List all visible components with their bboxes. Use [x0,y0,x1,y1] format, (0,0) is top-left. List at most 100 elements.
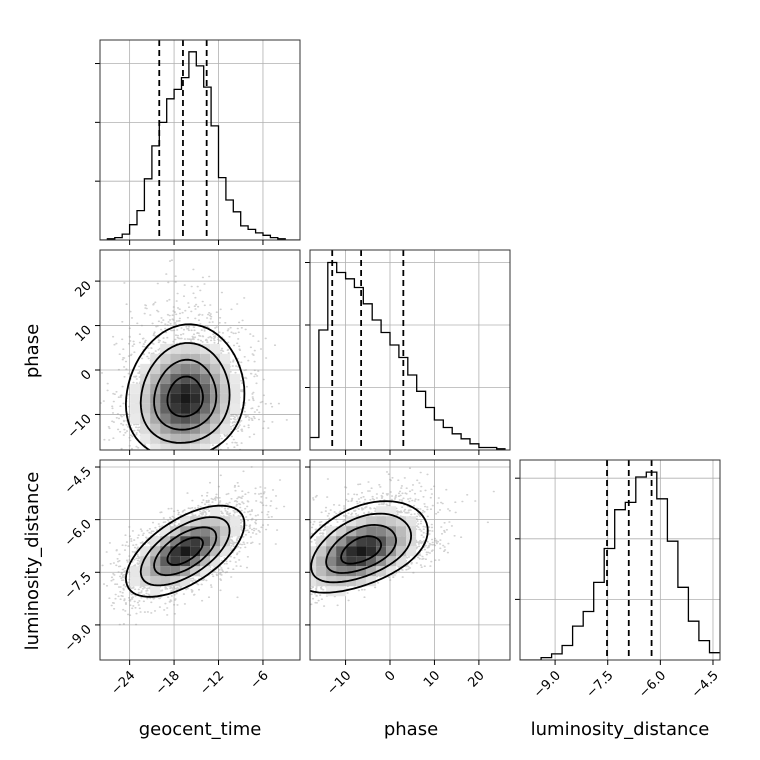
joint-panel-geocent_time-luminosity_distance [99,459,301,661]
density-cell [210,403,221,414]
density-cell [366,556,377,567]
density-cell [180,576,191,587]
hist-panel-geocent_time [95,39,301,241]
density-cell [396,546,407,557]
density-cell [326,546,337,557]
density-cell [230,526,241,537]
density-cell [160,576,171,587]
density-cell [356,576,367,587]
joint-inner [100,460,300,660]
density-cell [180,393,191,404]
x-tick-label: −18 [153,668,183,698]
density-cell [170,433,181,444]
density-cell [376,546,387,557]
density-cell [160,353,171,364]
xlabel-geocent-time: geocent_time [139,719,262,740]
xlabel-luminosity-distance: luminosity_distance [531,719,710,740]
density-cell [170,576,181,587]
density-cell [316,566,327,577]
density-cell [200,403,211,414]
x-tick-label: −6.0 [636,668,669,701]
density-cell [200,353,211,364]
density-cell [180,413,191,424]
y-tick-label: 0 [78,367,94,383]
density-cell [160,526,171,537]
x-tick-label: 10 [421,668,443,690]
x-tick-label: −9.0 [531,668,564,701]
density-cell [200,413,211,424]
x-tick-label: −4.5 [689,668,722,701]
density-cell [160,403,171,414]
density-cell [326,536,337,547]
density-cell [160,443,171,450]
density-cell [210,413,221,424]
density-cell [170,536,181,547]
hist-panel-phase [305,249,511,451]
density-cell [220,423,231,434]
density-cell [210,516,221,527]
y-tick-label: 20 [73,278,95,300]
density-cell [150,393,161,404]
density-cell [150,373,161,384]
density-cell [170,383,181,394]
density-cell [160,373,171,384]
density-cell [376,506,387,517]
density-cell [220,536,231,547]
density-cell [140,566,151,577]
density-cell [160,343,171,354]
density-cell [180,373,191,384]
density-cell [190,433,201,444]
density-cell [170,353,181,364]
density-cell [140,546,151,557]
density-cell [346,566,357,577]
density-cell [190,516,201,527]
density-cell [140,423,151,434]
density-cell [130,413,141,424]
density-cell [200,526,211,537]
contour-1-sigma [325,523,398,574]
density-cell [140,556,151,567]
density-cell [130,576,141,587]
density-cell [170,373,181,384]
density-cell [190,556,201,567]
density-cell [210,363,221,374]
x-tick-label: −6 [248,668,272,692]
density-cell [180,353,191,364]
density-cell [200,566,211,577]
density-cell [366,576,377,587]
density-cell [326,586,337,597]
density-cell [140,413,151,424]
density-cell [310,546,317,557]
density-cell [356,546,367,557]
density-cell [180,433,191,444]
contour-2-sigma [124,504,246,598]
density-cell [190,536,201,547]
y-tick-label: 10 [73,323,95,345]
density-cell [160,413,171,424]
panel-frame [519,459,721,661]
density-cell [200,516,211,527]
density-cell [366,546,377,557]
density-cell [140,433,151,444]
contour-1-sigma [153,358,218,431]
ylabel-phase: phase [22,324,43,378]
density-cell [310,566,317,577]
density-cell [220,413,231,424]
density-cell [406,546,417,557]
panel-frame [99,249,301,451]
density-cell [170,393,181,404]
density-cell [150,433,161,444]
density-cell [200,383,211,394]
density-cell [190,383,201,394]
density-cell [160,363,171,374]
density-cell [200,373,211,384]
density-cell [346,556,357,567]
contour-0.5-sigma [166,536,204,566]
y-tick-label: −6.0 [62,517,95,550]
density-cell [386,536,397,547]
histogram-luminosity_distance [520,471,720,660]
density-cell [150,576,161,587]
density-cell [346,576,357,587]
density-cell [366,526,377,537]
density-cell [230,373,241,384]
